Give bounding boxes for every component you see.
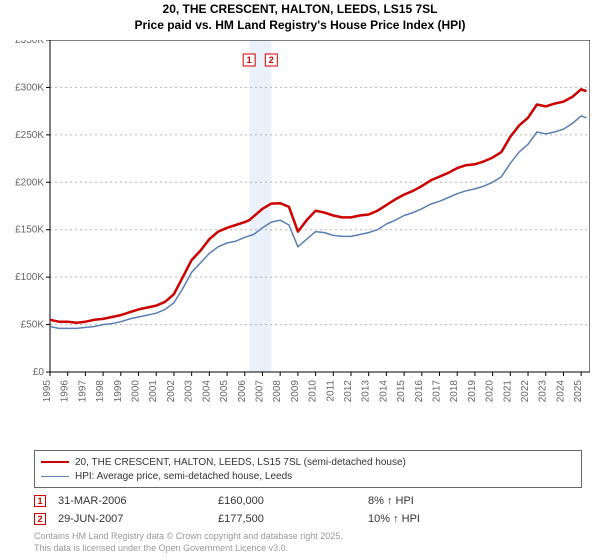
svg-text:2015: 2015 — [396, 380, 407, 403]
svg-text:£0: £0 — [33, 367, 45, 378]
svg-text:2005: 2005 — [219, 380, 230, 403]
data-pct-1: 8% ↑ HPI — [368, 495, 518, 507]
footer: Contains HM Land Registry data © Crown c… — [34, 531, 582, 554]
svg-text:£100K: £100K — [15, 272, 44, 283]
svg-text:2001: 2001 — [148, 380, 159, 403]
chart-area: £0 £50K £100K £150K £200K £250K £300K £350K 1995… — [14, 40, 590, 412]
svg-text:2002: 2002 — [166, 380, 177, 403]
svg-text:2013: 2013 — [361, 380, 372, 403]
title-block: 20, THE CRESCENT, HALTON, LEEDS, LS15 7S… — [0, 0, 600, 32]
svg-text:2019: 2019 — [467, 380, 478, 403]
svg-text:2008: 2008 — [272, 380, 283, 403]
svg-text:2012: 2012 — [343, 380, 354, 403]
svg-text:2006: 2006 — [237, 380, 248, 403]
data-row-1: 1 31-MAR-2006 £160,000 8% ↑ HPI — [34, 492, 582, 510]
svg-text:2009: 2009 — [290, 380, 301, 403]
legend-swatch-1 — [41, 461, 69, 463]
svg-text:£50K: £50K — [21, 320, 45, 331]
legend-box: 20, THE CRESCENT, HALTON, LEEDS, LS15 7S… — [34, 450, 582, 488]
legend-swatch-2 — [41, 476, 69, 477]
legend-label-1: 20, THE CRESCENT, HALTON, LEEDS, LS15 7S… — [75, 457, 406, 468]
svg-text:2018: 2018 — [449, 380, 460, 403]
title-line2: Price paid vs. HM Land Registry's House … — [0, 18, 600, 32]
svg-text:2016: 2016 — [414, 380, 425, 403]
svg-text:2011: 2011 — [325, 380, 336, 402]
svg-text:2: 2 — [269, 55, 274, 65]
data-rows: 1 31-MAR-2006 £160,000 8% ↑ HPI 2 29-JUN… — [34, 492, 582, 528]
data-pct-2: 10% ↑ HPI — [368, 513, 518, 525]
svg-text:2004: 2004 — [201, 380, 212, 403]
chart-container: 20, THE CRESCENT, HALTON, LEEDS, LS15 7S… — [0, 0, 600, 560]
svg-text:2010: 2010 — [308, 380, 319, 403]
title-line1: 20, THE CRESCENT, HALTON, LEEDS, LS15 7S… — [0, 2, 600, 16]
svg-text:2025: 2025 — [573, 380, 584, 403]
data-marker-1: 1 — [34, 495, 46, 507]
svg-text:£300K: £300K — [15, 82, 44, 93]
svg-text:2014: 2014 — [378, 380, 389, 403]
data-marker-2: 2 — [34, 513, 46, 525]
footer-line2: This data is licensed under the Open Gov… — [34, 543, 582, 555]
data-price-1: £160,000 — [218, 495, 368, 507]
svg-text:1: 1 — [247, 55, 252, 65]
footer-line1: Contains HM Land Registry data © Crown c… — [34, 531, 582, 543]
legend-item-1: 20, THE CRESCENT, HALTON, LEEDS, LS15 7S… — [41, 455, 575, 469]
svg-text:1995: 1995 — [42, 380, 53, 403]
data-price-2: £177,500 — [218, 513, 368, 525]
data-date-1: 31-MAR-2006 — [58, 495, 218, 507]
svg-text:£250K: £250K — [15, 130, 44, 141]
svg-text:2003: 2003 — [184, 380, 195, 403]
svg-text:£350K: £350K — [15, 40, 44, 46]
svg-text:1998: 1998 — [95, 380, 106, 403]
svg-text:2022: 2022 — [520, 380, 531, 403]
svg-text:2007: 2007 — [254, 380, 265, 403]
legend-label-2: HPI: Average price, semi-detached house,… — [75, 471, 292, 482]
data-row-2: 2 29-JUN-2007 £177,500 10% ↑ HPI — [34, 510, 582, 528]
svg-text:2017: 2017 — [432, 380, 443, 403]
svg-text:1997: 1997 — [77, 380, 88, 403]
svg-text:2020: 2020 — [485, 380, 496, 403]
svg-text:2021: 2021 — [502, 380, 513, 403]
svg-text:1996: 1996 — [60, 380, 71, 403]
svg-text:2000: 2000 — [131, 380, 142, 403]
legend-item-2: HPI: Average price, semi-detached house,… — [41, 469, 575, 483]
data-date-2: 29-JUN-2007 — [58, 513, 218, 525]
svg-text:£200K: £200K — [15, 177, 44, 188]
svg-text:2023: 2023 — [538, 380, 549, 403]
svg-text:2024: 2024 — [555, 380, 566, 403]
svg-text:1999: 1999 — [113, 380, 124, 403]
svg-text:£150K: £150K — [15, 225, 44, 236]
chart-svg: £0 £50K £100K £150K £200K £250K £300K £350K 1995… — [14, 40, 590, 412]
